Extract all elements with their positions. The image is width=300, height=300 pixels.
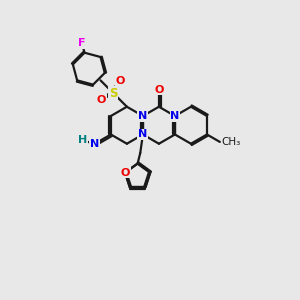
Text: S: S <box>109 87 118 100</box>
Text: CH₃: CH₃ <box>221 137 240 147</box>
Text: O: O <box>120 168 130 178</box>
Text: O: O <box>116 76 125 86</box>
Text: N: N <box>138 130 148 140</box>
Text: O: O <box>97 95 106 105</box>
Text: O: O <box>154 85 164 94</box>
Text: N: N <box>90 139 100 149</box>
Text: N: N <box>170 111 180 121</box>
Text: N: N <box>138 111 148 121</box>
Text: H: H <box>78 135 87 146</box>
Text: F: F <box>78 38 86 48</box>
